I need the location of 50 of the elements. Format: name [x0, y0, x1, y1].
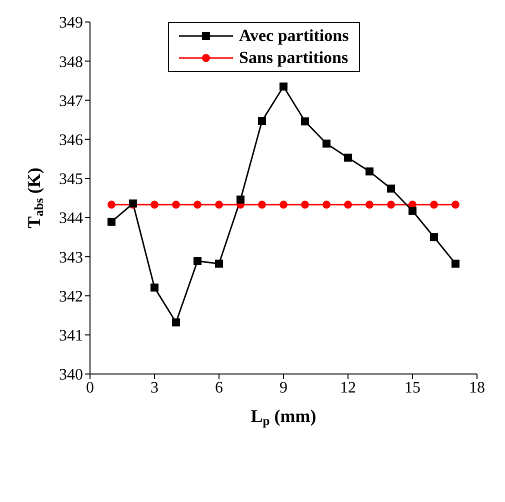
y-tick-label: 346 [59, 132, 83, 150]
point [366, 200, 374, 209]
point [452, 200, 460, 209]
point [344, 154, 352, 162]
x-axis-title: L$_{p}$ (mm) [250, 406, 316, 428]
point [172, 318, 180, 326]
point [301, 117, 309, 126]
point [387, 200, 395, 209]
y-tick-label: 342 [59, 288, 83, 306]
point [194, 256, 202, 265]
point [258, 116, 266, 125]
y-tick-label: 348 [59, 54, 83, 71]
point [452, 260, 460, 268]
x-tick-label: 6 [215, 379, 223, 396]
point [322, 200, 330, 209]
point [258, 200, 266, 209]
point [430, 200, 438, 209]
point [280, 82, 288, 91]
x-tick-label: 9 [280, 379, 288, 396]
point [387, 184, 395, 193]
y-tick-label: 340 [59, 366, 83, 384]
y-tick-label: 344 [59, 210, 83, 228]
point [322, 140, 330, 148]
point [150, 200, 158, 209]
point [430, 233, 438, 242]
point [236, 196, 244, 204]
point [344, 200, 352, 209]
point [280, 200, 288, 209]
point [108, 218, 116, 226]
point [215, 260, 223, 268]
point [366, 167, 374, 176]
x-tick-label: 15 [404, 379, 420, 396]
x-tick-label: 0 [86, 379, 94, 396]
point [108, 200, 116, 209]
y-tick-label: 349 [59, 14, 83, 32]
point [194, 200, 202, 209]
point [408, 206, 416, 215]
point [215, 200, 223, 209]
legend-label: Sans partitions [239, 47, 348, 69]
x-tick-label: 3 [150, 379, 158, 396]
y-tick-label: 341 [59, 328, 83, 345]
x-tick-label: 12 [340, 379, 356, 396]
point [150, 284, 158, 292]
point [301, 200, 309, 209]
y-tick-label: 347 [59, 92, 83, 110]
legend-label: Avec partitions [239, 25, 349, 47]
x-tick-label: 18 [469, 379, 485, 396]
y-tick-label: 345 [59, 171, 83, 188]
point [172, 200, 180, 209]
y-tick-label: 343 [59, 249, 83, 266]
